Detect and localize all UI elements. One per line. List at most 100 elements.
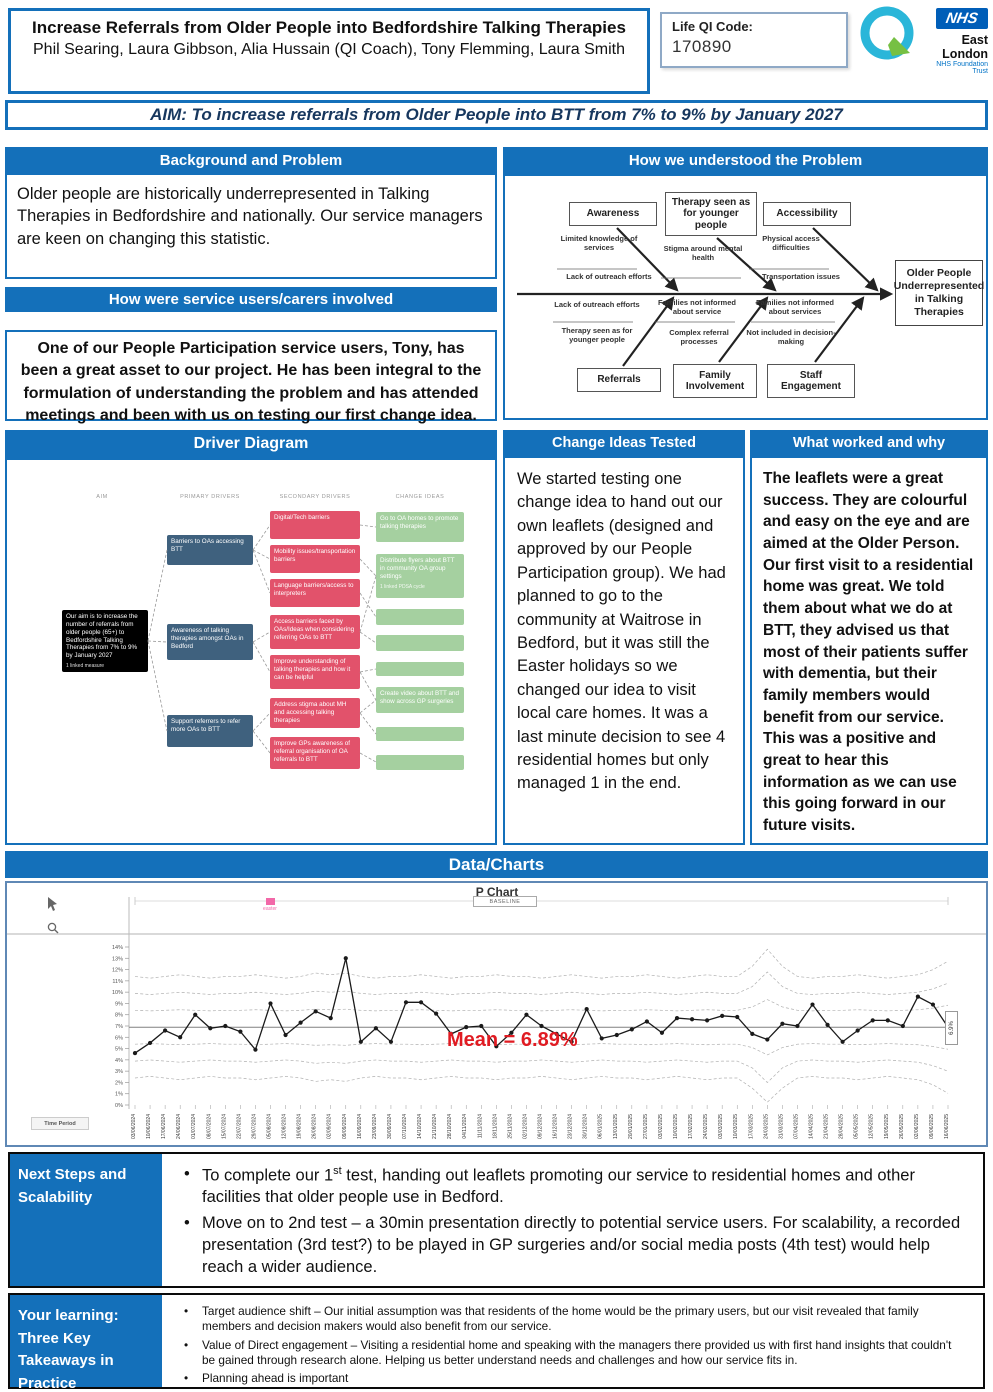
cursor-icon[interactable] (48, 897, 57, 911)
baseline-badge: BASELINE (473, 896, 537, 907)
svg-text:1%: 1% (115, 1092, 123, 1098)
fishbone-cause: Physical access difficulties (762, 234, 820, 252)
svg-text:12%: 12% (112, 968, 123, 974)
primary-driver-box: Awareness of talking therapies amongst O… (167, 624, 253, 660)
mean-label: Mean = 6.89% (447, 1029, 578, 1051)
svg-text:9%: 9% (115, 1001, 123, 1007)
bullet-item: Target audience shift – Our initial assu… (176, 1304, 961, 1335)
svg-text:23/09/2024: 23/09/2024 (372, 1114, 378, 1139)
nhs-lozenge-text: NHS (944, 10, 980, 27)
svg-text:12/05/2025: 12/05/2025 (869, 1114, 875, 1139)
driver-column-header: AIM (96, 494, 108, 500)
svg-text:27/01/2025: 27/01/2025 (643, 1114, 649, 1139)
svg-text:28/10/2024: 28/10/2024 (447, 1114, 453, 1139)
primary-driver-box: Support referrers to refer more OAs to B… (167, 715, 253, 747)
svg-text:4%: 4% (115, 1058, 123, 1064)
driver-diagram-canvas: AIM PRIMARY DRIVERS SECONDARY DRIVERS CHANG… (7, 460, 495, 843)
svg-text:02/06/2025: 02/06/2025 (914, 1114, 920, 1139)
svg-text:09/09/2024: 09/09/2024 (342, 1114, 348, 1139)
change-ideas-body-panel: We started testing one change idea to ha… (503, 456, 745, 845)
fishbone-category: Accessibility (763, 202, 851, 226)
svg-text:3%: 3% (115, 1069, 123, 1075)
svg-text:29/07/2024: 29/07/2024 (251, 1114, 257, 1139)
svg-text:21/10/2024: 21/10/2024 (432, 1114, 438, 1139)
svg-text:11%: 11% (112, 979, 123, 985)
driver-column-header: CHANGE IDEAS (395, 494, 445, 500)
fishbone-cause: Transportation issues (762, 272, 840, 281)
secondary-driver-box: Access barriers faced by OAs/Ideas when … (270, 615, 360, 649)
nhs-org-name: East London (942, 33, 988, 61)
change-idea-box (376, 609, 464, 625)
annotation-label: easter (263, 906, 277, 912)
svg-text:10/06/2024: 10/06/2024 (146, 1114, 152, 1139)
section-header-background: Background and Problem (5, 147, 497, 173)
life-qi-code-label: Life QI Code: (672, 19, 753, 34)
secondary-driver-box: Address stigma about MH and accessing ta… (270, 698, 360, 728)
aim-banner: AIM: To increase referrals from Older Pe… (5, 100, 988, 130)
svg-text:02/12/2024: 02/12/2024 (522, 1114, 528, 1139)
bullet-text: test, handing out leaflets promoting our… (202, 1166, 915, 1207)
svg-text:30/09/2024: 30/09/2024 (387, 1114, 393, 1139)
life-qi-code-box: Life QI Code: 170890 (660, 12, 848, 68)
fishbone-cause: Families not informed about services (756, 298, 834, 316)
fishbone-cause: Therapy seen as for younger people (561, 326, 633, 344)
svg-text:16/06/2025: 16/06/2025 (944, 1114, 950, 1139)
background-body: Older people are historically underrepre… (5, 173, 497, 279)
driver-column-header: SECONDARY DRIVERS (279, 494, 351, 500)
svg-text:15/07/2024: 15/07/2024 (221, 1114, 227, 1139)
svg-text:22/07/2024: 22/07/2024 (236, 1114, 242, 1139)
svg-text:14/10/2024: 14/10/2024 (417, 1114, 423, 1139)
svg-text:08/07/2024: 08/07/2024 (206, 1114, 212, 1139)
secondary-driver-box: Digital/Tech barriers (270, 511, 360, 539)
p-chart-title: P Chart (475, 885, 519, 899)
bullet-item: Planning ahead is important (176, 1371, 961, 1387)
svg-text:11/11/2024: 11/11/2024 (477, 1114, 483, 1139)
svg-text:19/05/2025: 19/05/2025 (884, 1114, 890, 1139)
fishbone-effect-box: Older People Underrepresented in Talking… (894, 260, 984, 326)
fishbone-cause: Limited knowledge of services (560, 234, 638, 252)
svg-text:26/08/2024: 26/08/2024 (312, 1114, 318, 1139)
fishbone-panel: Awareness Therapy seen as for younger pe… (503, 174, 988, 420)
driver-column-header: PRIMARY DRIVERS (180, 494, 240, 500)
svg-text:17/02/2025: 17/02/2025 (688, 1114, 694, 1139)
section-header-data-charts: Data/Charts (5, 851, 988, 878)
svg-text:23/12/2024: 23/12/2024 (568, 1114, 574, 1139)
svg-text:31/03/2025: 31/03/2025 (778, 1114, 784, 1139)
learning-panel: Your learning: Three Key Takeaways in Pr… (8, 1293, 985, 1392)
fishbone-cause: Lack of outreach efforts (554, 300, 640, 309)
poster-title-box: Increase Referrals from Older People int… (8, 8, 650, 94)
svg-text:24/03/2025: 24/03/2025 (763, 1114, 769, 1139)
change-idea-box: Distribute flyers about BTT in community… (376, 554, 464, 598)
latest-value-tag: 6.9% (945, 1011, 958, 1045)
svg-text:25/11/2024: 25/11/2024 (507, 1114, 513, 1139)
svg-text:18/11/2024: 18/11/2024 (492, 1114, 498, 1139)
svg-text:03/06/2024: 03/06/2024 (131, 1114, 137, 1139)
involved-body: One of our People Participation service … (5, 330, 497, 424)
learning-label: Your learning: Three Key Takeaways in Pr… (10, 1295, 162, 1392)
section-header-driver-diagram: Driver Diagram (5, 430, 497, 458)
secondary-driver-box: Mobility issues/transportation barriers (270, 545, 360, 573)
change-idea-sub-label: 1 linked PDSA cycle (380, 583, 425, 590)
svg-text:17/03/2025: 17/03/2025 (748, 1114, 754, 1139)
worked-body-panel: The leaflets were a great success. They … (750, 456, 988, 845)
svg-text:24/06/2024: 24/06/2024 (176, 1114, 182, 1139)
p-chart-container: 0% 1% 2% 3% 4% 5% 6% 7% 8% 9% 10% 11% 12% 13% 14% 03/06… (7, 883, 986, 1145)
svg-text:14%: 14% (112, 945, 123, 951)
section-header-understood: How we understood the Problem (503, 147, 988, 174)
worked-body: The leaflets were a great success. They … (763, 470, 974, 834)
secondary-driver-box: Improve understanding of talking therapi… (270, 655, 360, 689)
bullet-item: Value of Direct engagement – Visiting a … (176, 1338, 961, 1369)
fishbone-category: Therapy seen as for younger people (665, 192, 757, 236)
svg-text:10%: 10% (112, 990, 123, 996)
svg-text:17/06/2024: 17/06/2024 (161, 1114, 167, 1139)
fishbone-cause: Not included in decision-making (746, 328, 836, 346)
svg-text:16/09/2024: 16/09/2024 (357, 1114, 363, 1139)
change-idea-box: Go to OA homes to promote talking therap… (376, 512, 464, 542)
fishbone-cause: Stigma around mental health (663, 244, 743, 262)
latest-value-text: 6.9% (948, 1021, 955, 1035)
svg-text:6%: 6% (115, 1035, 123, 1041)
magnifier-icon[interactable] (47, 922, 59, 934)
svg-text:10/03/2025: 10/03/2025 (733, 1114, 739, 1139)
svg-text:05/05/2025: 05/05/2025 (854, 1114, 860, 1139)
